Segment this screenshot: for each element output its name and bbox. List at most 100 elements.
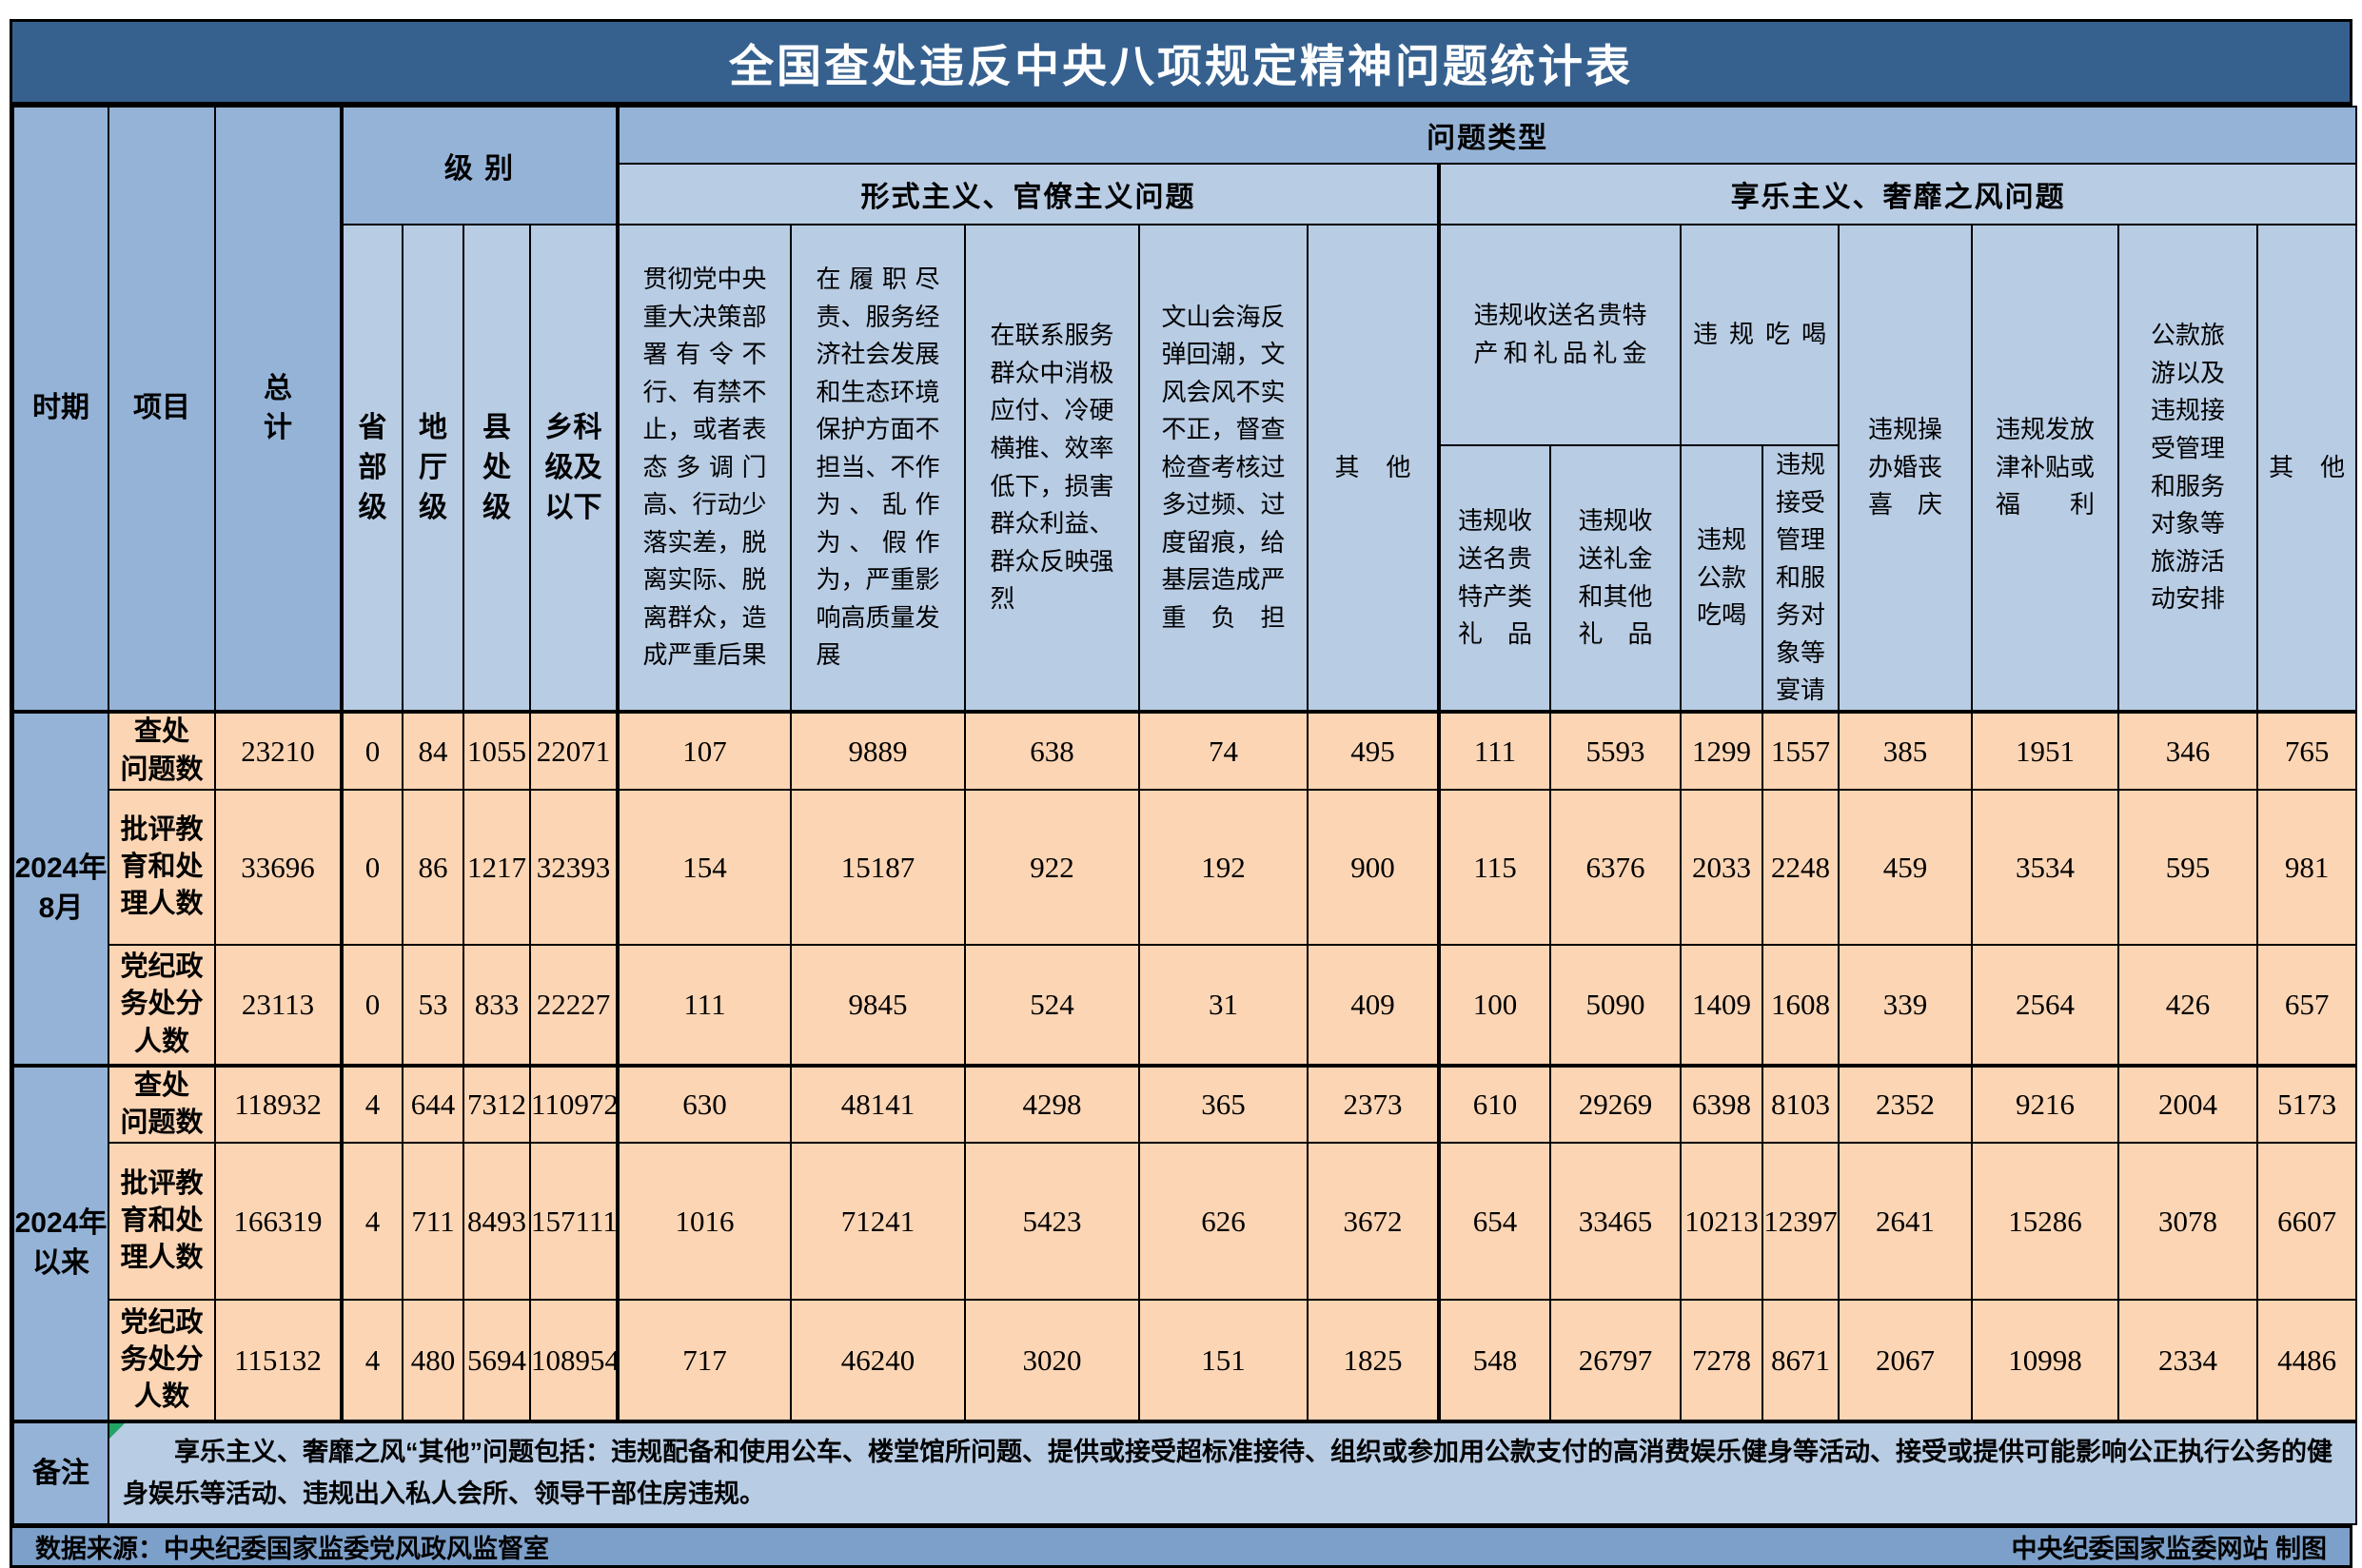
data-cell: 365: [1138, 1063, 1309, 1145]
credit-text: 中央纪委国家监委网站 制图: [2011, 1535, 2327, 1564]
hedonism-group-header: 享乐主义、奢靡之风问题: [1437, 163, 2358, 225]
data-cell: 32393: [528, 789, 620, 946]
data-cell: 657: [2256, 944, 2358, 1067]
page-title: 全国查处违反中央八项规定精神问题统计表: [729, 42, 1633, 92]
footer-bar: 数据来源：中央纪委国家监委党风政风监督室 中央纪委国家监委网站 制图: [12, 1525, 2350, 1566]
hedonism-col-header-gift-specialty: 违规收送名贵特产类礼品: [1437, 444, 1552, 713]
data-cell: 7312: [463, 1063, 531, 1145]
hedonism-col-text-gift-specialty: 违规收送名贵特产类礼品: [1458, 507, 1533, 649]
data-cell: 48141: [790, 1063, 967, 1145]
formalism-col-text-2: 在履职尽责、服务经济社会发展和生态环境保护方面不担当、不作为、乱作为、假作为，严…: [816, 265, 940, 670]
data-cell: 0: [340, 710, 404, 791]
data-cell: 711: [402, 1142, 464, 1302]
data-cell: 157111: [528, 1142, 620, 1302]
data-cell: 626: [1138, 1142, 1309, 1302]
dining-group-header: 违规吃喝: [1680, 224, 1840, 446]
formalism-col-header-2: 在履职尽责、服务经济社会发展和生态环境保护方面不担当、不作为、乱作为、假作为，严…: [790, 224, 967, 713]
data-cell: 5593: [1549, 710, 1683, 791]
data-cell: 154: [616, 789, 793, 946]
data-cell: 2373: [1307, 1063, 1441, 1145]
data-cell: 717: [616, 1299, 793, 1423]
data-cell: 151: [1138, 1299, 1309, 1423]
data-cell: 4298: [964, 1063, 1141, 1145]
data-cell: 922: [964, 789, 1141, 946]
data-cell: 3020: [964, 1299, 1141, 1423]
hedonism-col-header-wedding: 违规操办婚丧喜庆: [1838, 224, 1974, 713]
data-cell: 2067: [1838, 1299, 1974, 1423]
data-cell: 4: [340, 1142, 404, 1302]
data-cell: 31: [1138, 944, 1309, 1067]
data-cell: 833: [463, 944, 531, 1067]
data-cell: 2641: [1838, 1142, 1974, 1302]
data-cell: 654: [1437, 1142, 1552, 1302]
data-cell: 765: [2256, 710, 2358, 791]
formalism-col-text-3: 在联系服务群众中消极应付、冷硬横推、效率低下，损害群众利益、群众反映强烈: [990, 322, 1114, 614]
note-text: 享乐主义、奢靡之风“其他”问题包括：违规配备和使用公车、楼堂馆所问题、提供或接受…: [123, 1438, 2332, 1508]
data-cell: 1217: [463, 789, 531, 946]
gift-group-text: 违规收送名贵特产和礼品礼金: [1473, 302, 1647, 367]
data-cell: 2352: [1838, 1063, 1974, 1145]
hedonism-col-text-allowance: 违规发放津补贴或福利: [1996, 416, 2096, 519]
period-column-header: 时期: [12, 106, 109, 713]
data-cell: 15286: [1971, 1142, 2120, 1302]
data-cell: 0: [340, 789, 404, 946]
dining-group-text: 违规吃喝: [1693, 321, 1827, 349]
data-cell: 84: [402, 710, 464, 791]
data-cell: 100: [1437, 944, 1552, 1067]
item-column-header: 项目: [108, 106, 216, 713]
data-cell: 8671: [1762, 1299, 1840, 1423]
data-cell: 4486: [2256, 1299, 2358, 1423]
data-cell: 1951: [1971, 710, 2120, 791]
data-cell: 71241: [790, 1142, 967, 1302]
data-cell: 9845: [790, 944, 967, 1067]
level-col-header-prefecture: 地 厅 级: [402, 224, 464, 713]
data-cell: 5694: [463, 1299, 531, 1423]
data-cell: 12397: [1762, 1142, 1840, 1302]
item-cell: 查处 问题数: [108, 1063, 216, 1145]
data-cell: 2004: [2117, 1063, 2259, 1145]
data-cell: 1055: [463, 710, 531, 791]
data-cell: 8103: [1762, 1063, 1840, 1145]
formalism-col-header-3: 在联系服务群众中消极应付、冷硬横推、效率低下，损害群众利益、群众反映强烈: [964, 224, 1141, 713]
data-cell: 5423: [964, 1142, 1141, 1302]
period-cell: 2024年 以来: [12, 1063, 109, 1423]
total-column-header: 总 计: [214, 106, 343, 713]
data-cell: 6376: [1549, 789, 1683, 946]
hedonism-col-header-other: 其他: [2256, 224, 2358, 713]
formalism-col-header-4: 文山会海反弹回潮，文风会风不实不正，督查检查考核过多过频、过度留痕，给基层造成严…: [1138, 224, 1309, 713]
data-cell: 1557: [1762, 710, 1840, 791]
data-cell: 2033: [1680, 789, 1764, 946]
data-cell: 1825: [1307, 1299, 1441, 1423]
data-cell: 1409: [1680, 944, 1764, 1067]
data-cell: 6398: [1680, 1063, 1764, 1145]
data-cell: 192: [1138, 789, 1309, 946]
data-cell: 5173: [2256, 1063, 2358, 1145]
data-cell: 74: [1138, 710, 1309, 791]
data-cell: 86: [402, 789, 464, 946]
data-cell: 3672: [1307, 1142, 1441, 1302]
data-cell: 107: [616, 710, 793, 791]
item-cell: 党纪政 务处分 人数: [108, 1299, 216, 1423]
data-cell: 495: [1307, 710, 1441, 791]
data-cell: 9216: [1971, 1063, 2120, 1145]
data-cell: 1608: [1762, 944, 1840, 1067]
data-cell: 53: [402, 944, 464, 1067]
gift-group-header: 违规收送名贵特产和礼品礼金: [1437, 224, 1683, 446]
data-cell: 23210: [214, 710, 343, 791]
level-col-header-county: 县 处 级: [463, 224, 531, 713]
data-cell: 7278: [1680, 1299, 1764, 1423]
data-cell: 8493: [463, 1142, 531, 1302]
formalism-col-header-other: 其他: [1307, 224, 1441, 713]
data-cell: 610: [1437, 1063, 1552, 1145]
data-cell: 22227: [528, 944, 620, 1067]
hedonism-col-text-banquet: 违规接受管理和服务对象等宴请: [1776, 451, 1826, 705]
data-cell: 22071: [528, 710, 620, 791]
level-col-header-township: 乡科 级及 以下: [528, 224, 620, 713]
data-cell: 339: [1838, 944, 1974, 1067]
data-cell: 15187: [790, 789, 967, 946]
statistics-table: 时期 项目 总 计 级 别 问题类型 形式主义、官僚主义问题 享乐主义、奢靡之风…: [12, 106, 2358, 1526]
data-cell: 10213: [1680, 1142, 1764, 1302]
item-cell: 查处 问题数: [108, 710, 216, 791]
data-cell: 166319: [214, 1142, 343, 1302]
hedonism-col-text-gift-money: 违规收送礼金和其他礼品: [1578, 507, 1653, 649]
